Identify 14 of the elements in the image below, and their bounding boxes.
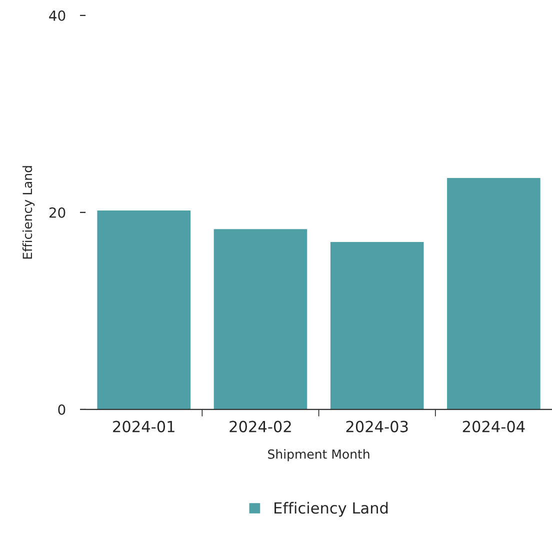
y-tick-label: 20 (49, 207, 66, 218)
bar (330, 242, 424, 410)
x-tick-label: 2024-03 (346, 420, 408, 432)
y-axis-title: Efficiency Land (22, 166, 35, 259)
x-axis-title: Shipment Month (268, 449, 370, 462)
x-tick-label: 2024-04 (462, 420, 525, 432)
legend-label: Efficiency Land (274, 502, 388, 517)
x-tick-label: 2024-02 (230, 420, 291, 432)
bar (214, 229, 308, 410)
bar (97, 210, 191, 410)
x-tick-label: 2024-01 (113, 420, 174, 432)
y-tick-label: 40 (49, 10, 66, 21)
bar (447, 178, 540, 410)
y-tick-label: 0 (58, 404, 66, 415)
